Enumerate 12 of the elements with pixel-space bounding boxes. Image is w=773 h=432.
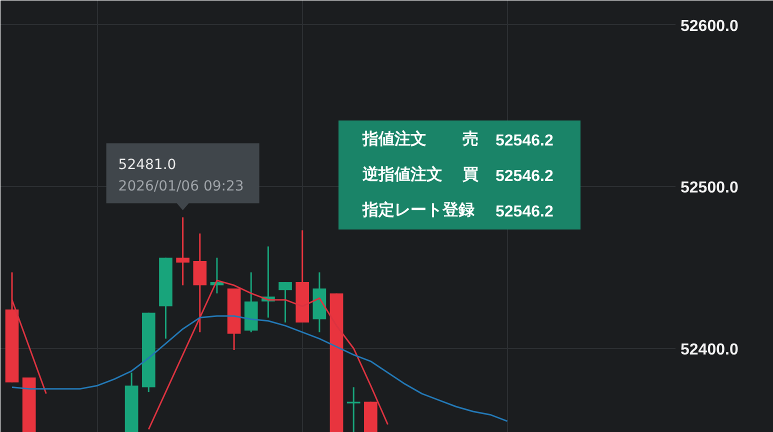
candlestick xyxy=(176,216,190,286)
y-tick-label: 52600.0 xyxy=(680,18,738,35)
candlestick xyxy=(278,281,292,324)
y-tick-label: 52400.0 xyxy=(680,341,738,358)
line-series xyxy=(11,315,508,422)
candlestick xyxy=(346,386,360,432)
text: 逆指値注文 買 52546.2 xyxy=(362,166,554,185)
text: 指定レート登録 52546.2 xyxy=(362,202,554,220)
y-tick-label: 52500.0 xyxy=(680,180,738,197)
text: 指値注文 売 52546.2 xyxy=(362,131,554,150)
annotation: 52481.0 xyxy=(118,156,176,173)
annotation: 2026/01/06 09:23 xyxy=(118,178,244,194)
